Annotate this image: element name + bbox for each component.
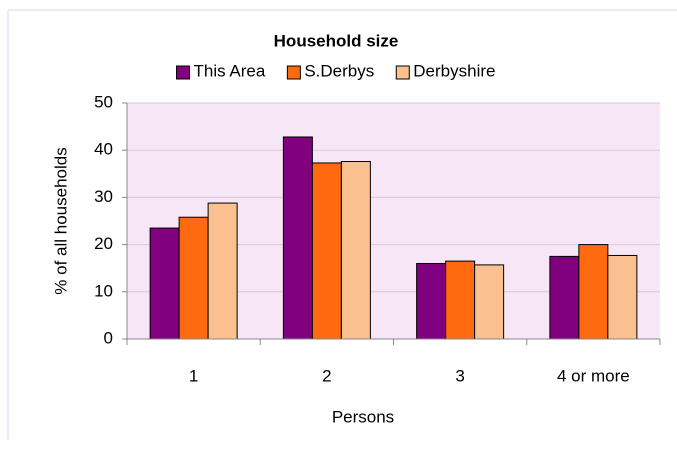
bar [149,227,180,340]
bar [178,216,209,340]
bar [445,260,476,340]
bar [207,202,238,340]
y-axis-label: % of all households [51,147,70,294]
legend-label: S.Derbys [304,61,374,80]
legend-swatch [286,65,301,80]
bar [311,162,342,340]
y-tick-label: 20 [94,234,113,253]
x-tick-label: 2 [322,366,331,385]
y-tick-label: 0 [104,328,113,347]
bar [282,136,313,340]
y-tick-label: 50 [94,92,113,111]
bar [578,244,609,340]
x-axis-label: Persons [332,407,394,426]
bar [340,161,371,340]
chart-title: Household size [274,31,399,50]
legend-swatch [395,65,410,80]
bar [474,264,505,340]
y-tick-label: 30 [94,187,113,206]
legend-label: This Area [194,61,266,80]
y-tick-label: 10 [94,281,113,300]
legend-swatch [176,65,191,80]
bar [416,262,447,340]
x-tick-label: 3 [455,366,464,385]
x-tick-label: 1 [189,366,198,385]
bar [607,254,638,340]
legend-label: Derbyshire [413,61,495,80]
y-tick-label: 40 [94,140,113,159]
bar [549,255,580,340]
x-tick-label: 4 or more [557,366,630,385]
